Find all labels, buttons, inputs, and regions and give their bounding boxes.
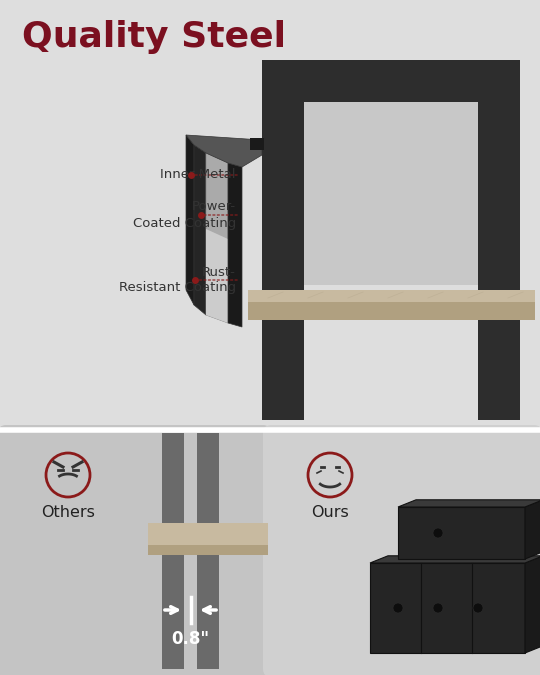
Polygon shape xyxy=(206,153,228,323)
FancyBboxPatch shape xyxy=(304,102,478,285)
Text: Inner Metal: Inner Metal xyxy=(160,169,236,182)
Text: Quality Steel: Quality Steel xyxy=(22,20,286,54)
Polygon shape xyxy=(186,135,194,305)
Text: Others: Others xyxy=(41,505,95,520)
FancyBboxPatch shape xyxy=(370,563,525,653)
FancyBboxPatch shape xyxy=(162,433,184,669)
Text: Rust-
Resistant Coating: Rust- Resistant Coating xyxy=(119,265,236,294)
Circle shape xyxy=(433,528,443,538)
Polygon shape xyxy=(525,500,540,559)
FancyBboxPatch shape xyxy=(148,545,268,555)
Polygon shape xyxy=(206,229,228,323)
Circle shape xyxy=(433,603,443,613)
FancyBboxPatch shape xyxy=(478,60,520,420)
Polygon shape xyxy=(525,556,540,653)
FancyBboxPatch shape xyxy=(262,60,304,420)
FancyBboxPatch shape xyxy=(0,0,540,430)
FancyBboxPatch shape xyxy=(148,523,268,545)
FancyBboxPatch shape xyxy=(197,433,219,669)
Text: 0.8": 0.8" xyxy=(171,630,210,648)
Polygon shape xyxy=(370,556,540,563)
FancyBboxPatch shape xyxy=(250,138,264,150)
FancyBboxPatch shape xyxy=(262,60,520,102)
Text: Power-
Coated Coating: Power- Coated Coating xyxy=(133,200,236,230)
Polygon shape xyxy=(186,135,262,167)
Text: Ours: Ours xyxy=(311,505,349,520)
Polygon shape xyxy=(194,145,206,315)
Circle shape xyxy=(473,603,483,613)
Polygon shape xyxy=(398,500,540,507)
Polygon shape xyxy=(228,163,242,327)
FancyBboxPatch shape xyxy=(0,425,271,675)
FancyBboxPatch shape xyxy=(248,302,535,320)
FancyBboxPatch shape xyxy=(248,290,535,302)
FancyBboxPatch shape xyxy=(398,507,525,559)
Circle shape xyxy=(393,603,403,613)
FancyBboxPatch shape xyxy=(263,425,540,675)
